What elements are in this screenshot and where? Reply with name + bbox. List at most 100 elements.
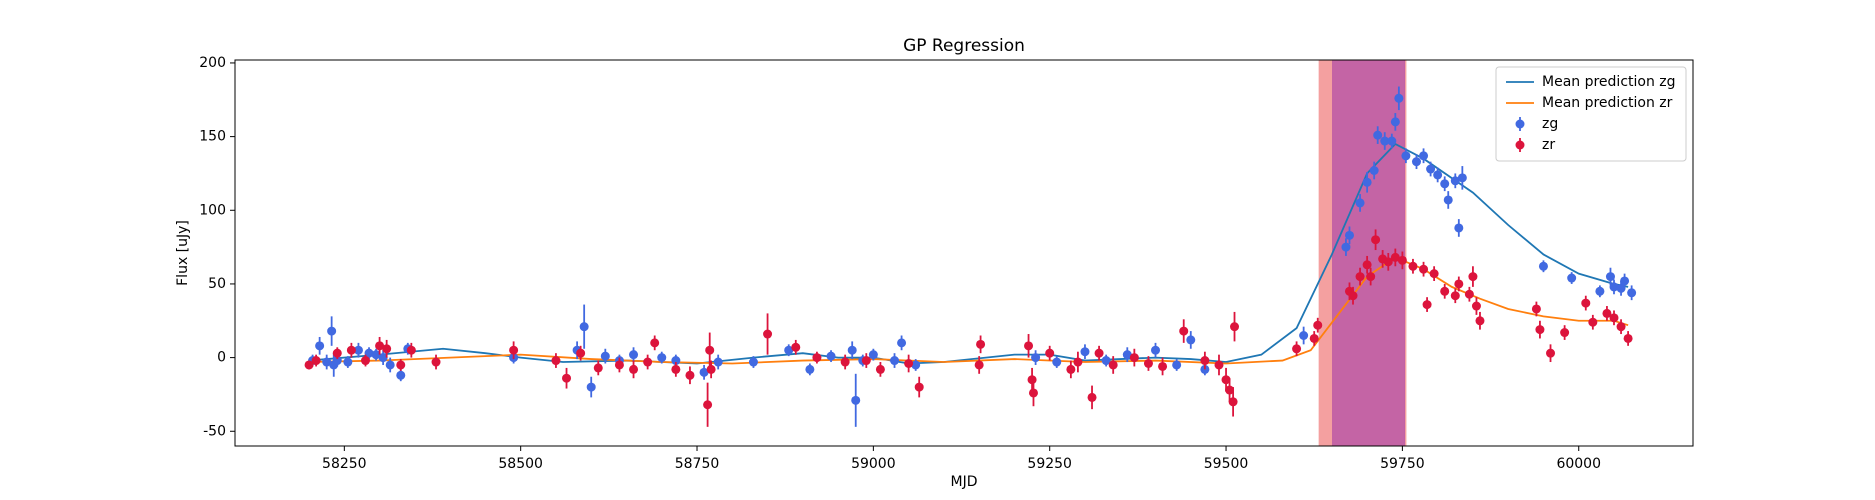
data-point xyxy=(1581,298,1591,308)
data-point xyxy=(1228,397,1238,407)
data-point xyxy=(1031,353,1041,363)
y-tick-label: 200 xyxy=(199,55,226,71)
x-tick-label: 58500 xyxy=(498,456,543,472)
data-point xyxy=(763,329,773,339)
x-tick-label: 58250 xyxy=(322,456,367,472)
data-point xyxy=(1129,353,1139,363)
data-point xyxy=(805,364,815,374)
data-point xyxy=(1094,348,1104,358)
data-point xyxy=(1426,164,1436,174)
mean-line xyxy=(309,256,1629,365)
data-point xyxy=(1052,357,1062,367)
data-point xyxy=(360,356,370,366)
data-point xyxy=(847,345,857,355)
data-point xyxy=(657,353,667,363)
data-point xyxy=(1588,317,1598,327)
data-point xyxy=(1440,179,1450,189)
data-point xyxy=(1214,360,1224,370)
legend-swatch xyxy=(1515,119,1525,129)
data-point xyxy=(1394,93,1404,103)
y-tick-label: -50 xyxy=(203,423,226,439)
data-point xyxy=(1371,235,1381,245)
data-point xyxy=(1411,157,1421,167)
data-point xyxy=(593,363,603,373)
data-point xyxy=(650,338,660,348)
data-point xyxy=(1429,269,1439,279)
data-point xyxy=(378,353,388,363)
data-point xyxy=(1143,358,1153,368)
data-point xyxy=(343,357,353,367)
data-point xyxy=(364,348,374,358)
data-point xyxy=(791,342,801,352)
data-point xyxy=(1024,341,1034,351)
data-point xyxy=(1419,264,1429,274)
data-point xyxy=(396,360,406,370)
data-point xyxy=(629,350,639,360)
x-tick-label: 59000 xyxy=(851,456,896,472)
data-point xyxy=(1158,361,1168,371)
y-tick-label: 0 xyxy=(217,350,226,366)
data-point xyxy=(431,357,441,367)
x-tick-label: 60000 xyxy=(1556,456,1601,472)
data-point xyxy=(600,351,610,361)
x-tick-label: 58750 xyxy=(675,456,720,472)
data-point xyxy=(1179,326,1189,336)
x-tick-label: 59750 xyxy=(1380,456,1425,472)
data-point xyxy=(1045,348,1055,358)
y-axis-label: Flux [uJy] xyxy=(175,220,191,286)
data-point xyxy=(1387,136,1397,146)
data-point xyxy=(875,364,885,374)
data-point xyxy=(1443,195,1453,205)
data-point xyxy=(371,350,381,360)
data-point xyxy=(703,400,713,410)
legend-label: zg xyxy=(1542,116,1558,132)
data-point xyxy=(614,360,624,370)
data-point xyxy=(911,360,921,370)
data-point xyxy=(1450,176,1460,186)
data-point xyxy=(1609,313,1619,323)
data-point xyxy=(1546,348,1556,358)
data-point xyxy=(840,357,850,367)
data-point xyxy=(1380,136,1390,146)
data-point xyxy=(976,339,986,349)
data-point xyxy=(784,345,794,355)
data-point xyxy=(1454,223,1464,233)
data-point xyxy=(1605,272,1615,282)
legend-label: Mean prediction zr xyxy=(1542,95,1673,111)
data-point xyxy=(353,345,363,355)
data-point xyxy=(1390,252,1400,262)
data-point xyxy=(897,338,907,348)
data-point xyxy=(671,356,681,366)
data-point xyxy=(1186,335,1196,345)
data-point xyxy=(1362,260,1372,270)
y-tick-label: 50 xyxy=(208,276,226,292)
data-point xyxy=(1369,165,1379,175)
legend-box xyxy=(1495,66,1687,162)
mean-line xyxy=(308,142,1629,365)
data-point xyxy=(1366,272,1376,282)
y-tick-label: 150 xyxy=(199,129,226,145)
data-point xyxy=(1348,291,1358,301)
data-point xyxy=(1066,364,1076,374)
x-axis-label: MJD xyxy=(951,474,978,490)
axes-frame xyxy=(234,59,1694,447)
data-point xyxy=(1221,375,1231,385)
data-point xyxy=(671,364,681,374)
data-point xyxy=(332,348,342,358)
data-point xyxy=(1313,320,1323,330)
data-point xyxy=(1535,325,1545,335)
data-point xyxy=(1609,282,1619,292)
data-point xyxy=(315,341,325,351)
data-point xyxy=(1172,360,1182,370)
data-point xyxy=(1623,333,1633,343)
data-point xyxy=(812,353,822,363)
data-point xyxy=(974,360,984,370)
data-point xyxy=(1344,230,1354,240)
data-point xyxy=(1538,261,1548,271)
data-point xyxy=(1225,385,1235,395)
data-point xyxy=(1151,345,1161,355)
data-point xyxy=(1627,288,1637,298)
data-point xyxy=(586,382,596,392)
data-point xyxy=(705,345,715,355)
data-point xyxy=(851,395,861,405)
